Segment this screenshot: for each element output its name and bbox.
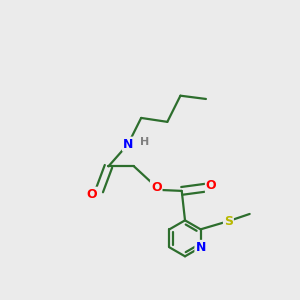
Text: O: O [151,181,161,194]
Text: N: N [123,138,133,151]
Text: N: N [195,241,206,254]
Text: S: S [224,215,233,228]
Text: H: H [140,137,150,148]
Text: O: O [206,179,217,193]
Text: O: O [87,188,98,201]
